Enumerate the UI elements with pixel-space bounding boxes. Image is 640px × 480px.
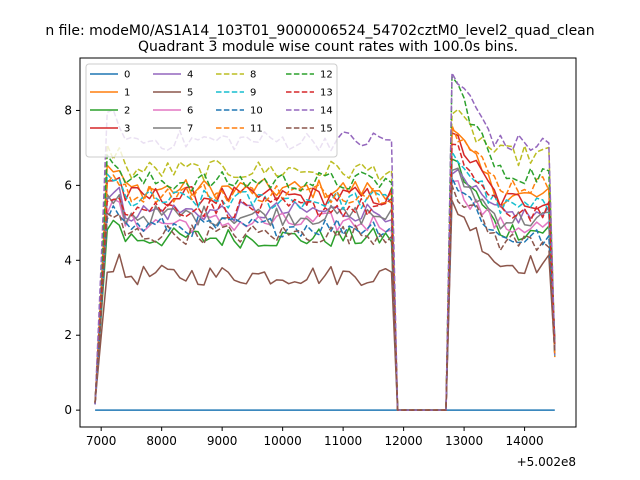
legend-label-11: 11 bbox=[250, 124, 263, 135]
x-tick-label: 9000 bbox=[207, 434, 238, 448]
series-line-6 bbox=[94, 179, 556, 411]
legend-label-3: 3 bbox=[124, 124, 130, 135]
series-line-12 bbox=[94, 75, 556, 411]
x-tick-label: 12000 bbox=[385, 434, 423, 448]
legend-label-2: 2 bbox=[124, 106, 130, 117]
legend-label-14: 14 bbox=[320, 106, 333, 117]
x-tick-label: 13000 bbox=[445, 434, 483, 448]
series-line-11 bbox=[94, 124, 556, 411]
legend-label-8: 8 bbox=[250, 70, 256, 81]
y-tick-label: 4 bbox=[64, 253, 72, 267]
legend-label-15: 15 bbox=[320, 124, 333, 135]
legend-label-13: 13 bbox=[320, 88, 333, 99]
legend-label-12: 12 bbox=[320, 70, 333, 81]
plot-frame bbox=[79, 57, 577, 428]
legend-label-9: 9 bbox=[250, 88, 256, 99]
y-tick-label: 0 bbox=[64, 403, 72, 417]
chart-suptitle: n file: modeM0/AS1A14_103T01_9000006524_… bbox=[45, 23, 594, 39]
x-tick-label: 8000 bbox=[146, 434, 177, 448]
x-tick-label: 14000 bbox=[505, 434, 543, 448]
series-line-5 bbox=[94, 199, 556, 411]
legend-label-4: 4 bbox=[187, 70, 193, 81]
x-tick-label: 11000 bbox=[324, 434, 362, 448]
legend-label-1: 1 bbox=[124, 88, 130, 99]
series-line-4 bbox=[94, 168, 556, 411]
series-line-10 bbox=[94, 177, 556, 411]
series-line-7 bbox=[94, 167, 556, 411]
legend-label-7: 7 bbox=[187, 124, 193, 135]
x-tick-label: 10000 bbox=[264, 434, 302, 448]
x-axis: 7000 8000 9000 10000 11000 12000 13000 14000 bbox=[86, 427, 544, 448]
series-line-15 bbox=[94, 184, 556, 411]
y-tick-label: 6 bbox=[64, 178, 72, 192]
x-offset-label: +5.002e8 bbox=[517, 455, 576, 469]
series-line-1 bbox=[94, 128, 556, 411]
legend-label-6: 6 bbox=[187, 106, 193, 117]
legend-label-0: 0 bbox=[124, 70, 130, 81]
y-tick-label: 8 bbox=[64, 103, 72, 117]
series-line-13 bbox=[94, 143, 556, 411]
y-axis: 0 2 4 6 8 bbox=[64, 103, 80, 417]
chart-title: Quadrant 3 module wise count rates with … bbox=[138, 39, 518, 55]
series-line-9 bbox=[94, 150, 556, 411]
legend-label-10: 10 bbox=[250, 106, 263, 117]
x-tick-label: 7000 bbox=[86, 434, 117, 448]
legend-box bbox=[85, 63, 338, 158]
y-tick-label: 2 bbox=[64, 328, 72, 342]
legend-label-5: 5 bbox=[187, 88, 193, 99]
